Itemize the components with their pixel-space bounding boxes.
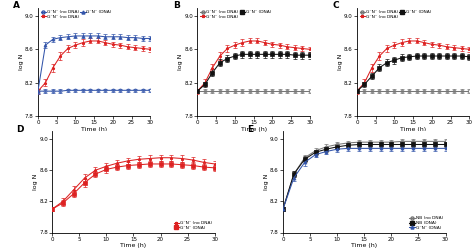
Legend: NB (no DNA), NB (DNA), G⁻N⁻ (DNA): NB (no DNA), NB (DNA), G⁻N⁻ (DNA) [409, 216, 443, 230]
Legend: G⁻N⁻ (no DNA), G⁻N⁻ (DNA): G⁻N⁻ (no DNA), G⁻N⁻ (DNA) [173, 220, 212, 230]
Y-axis label: log N: log N [337, 54, 343, 70]
Text: D: D [17, 125, 24, 134]
Text: B: B [173, 1, 180, 10]
Text: E: E [247, 125, 253, 134]
Y-axis label: log N: log N [18, 54, 24, 70]
Y-axis label: log N: log N [33, 174, 38, 190]
Text: A: A [13, 1, 20, 10]
X-axis label: Time (h): Time (h) [81, 127, 107, 132]
Y-axis label: log N: log N [264, 174, 269, 190]
Text: C: C [332, 1, 339, 10]
X-axis label: Time (h): Time (h) [120, 243, 146, 248]
Legend: G⁻N⁻ (no DNA), G⁻N⁻ (no DNA), G⁻N⁻ (DNA): G⁻N⁻ (no DNA), G⁻N⁻ (no DNA), G⁻N⁻ (DNA) [200, 10, 272, 20]
X-axis label: Time (h): Time (h) [240, 127, 267, 132]
X-axis label: Time (h): Time (h) [351, 243, 377, 248]
Legend: G⁻N⁻ (no DNA), G⁻N⁻ (no DNA), G⁻N⁻ (DNA): G⁻N⁻ (no DNA), G⁻N⁻ (no DNA), G⁻N⁻ (DNA) [40, 10, 112, 20]
X-axis label: Time (h): Time (h) [400, 127, 426, 132]
Legend: G⁻N⁻ (no DNA), G⁻N⁻ (no DNA), G⁻N⁻ (DNA): G⁻N⁻ (no DNA), G⁻N⁻ (no DNA), G⁻N⁻ (DNA) [359, 10, 431, 20]
Y-axis label: log N: log N [178, 54, 183, 70]
